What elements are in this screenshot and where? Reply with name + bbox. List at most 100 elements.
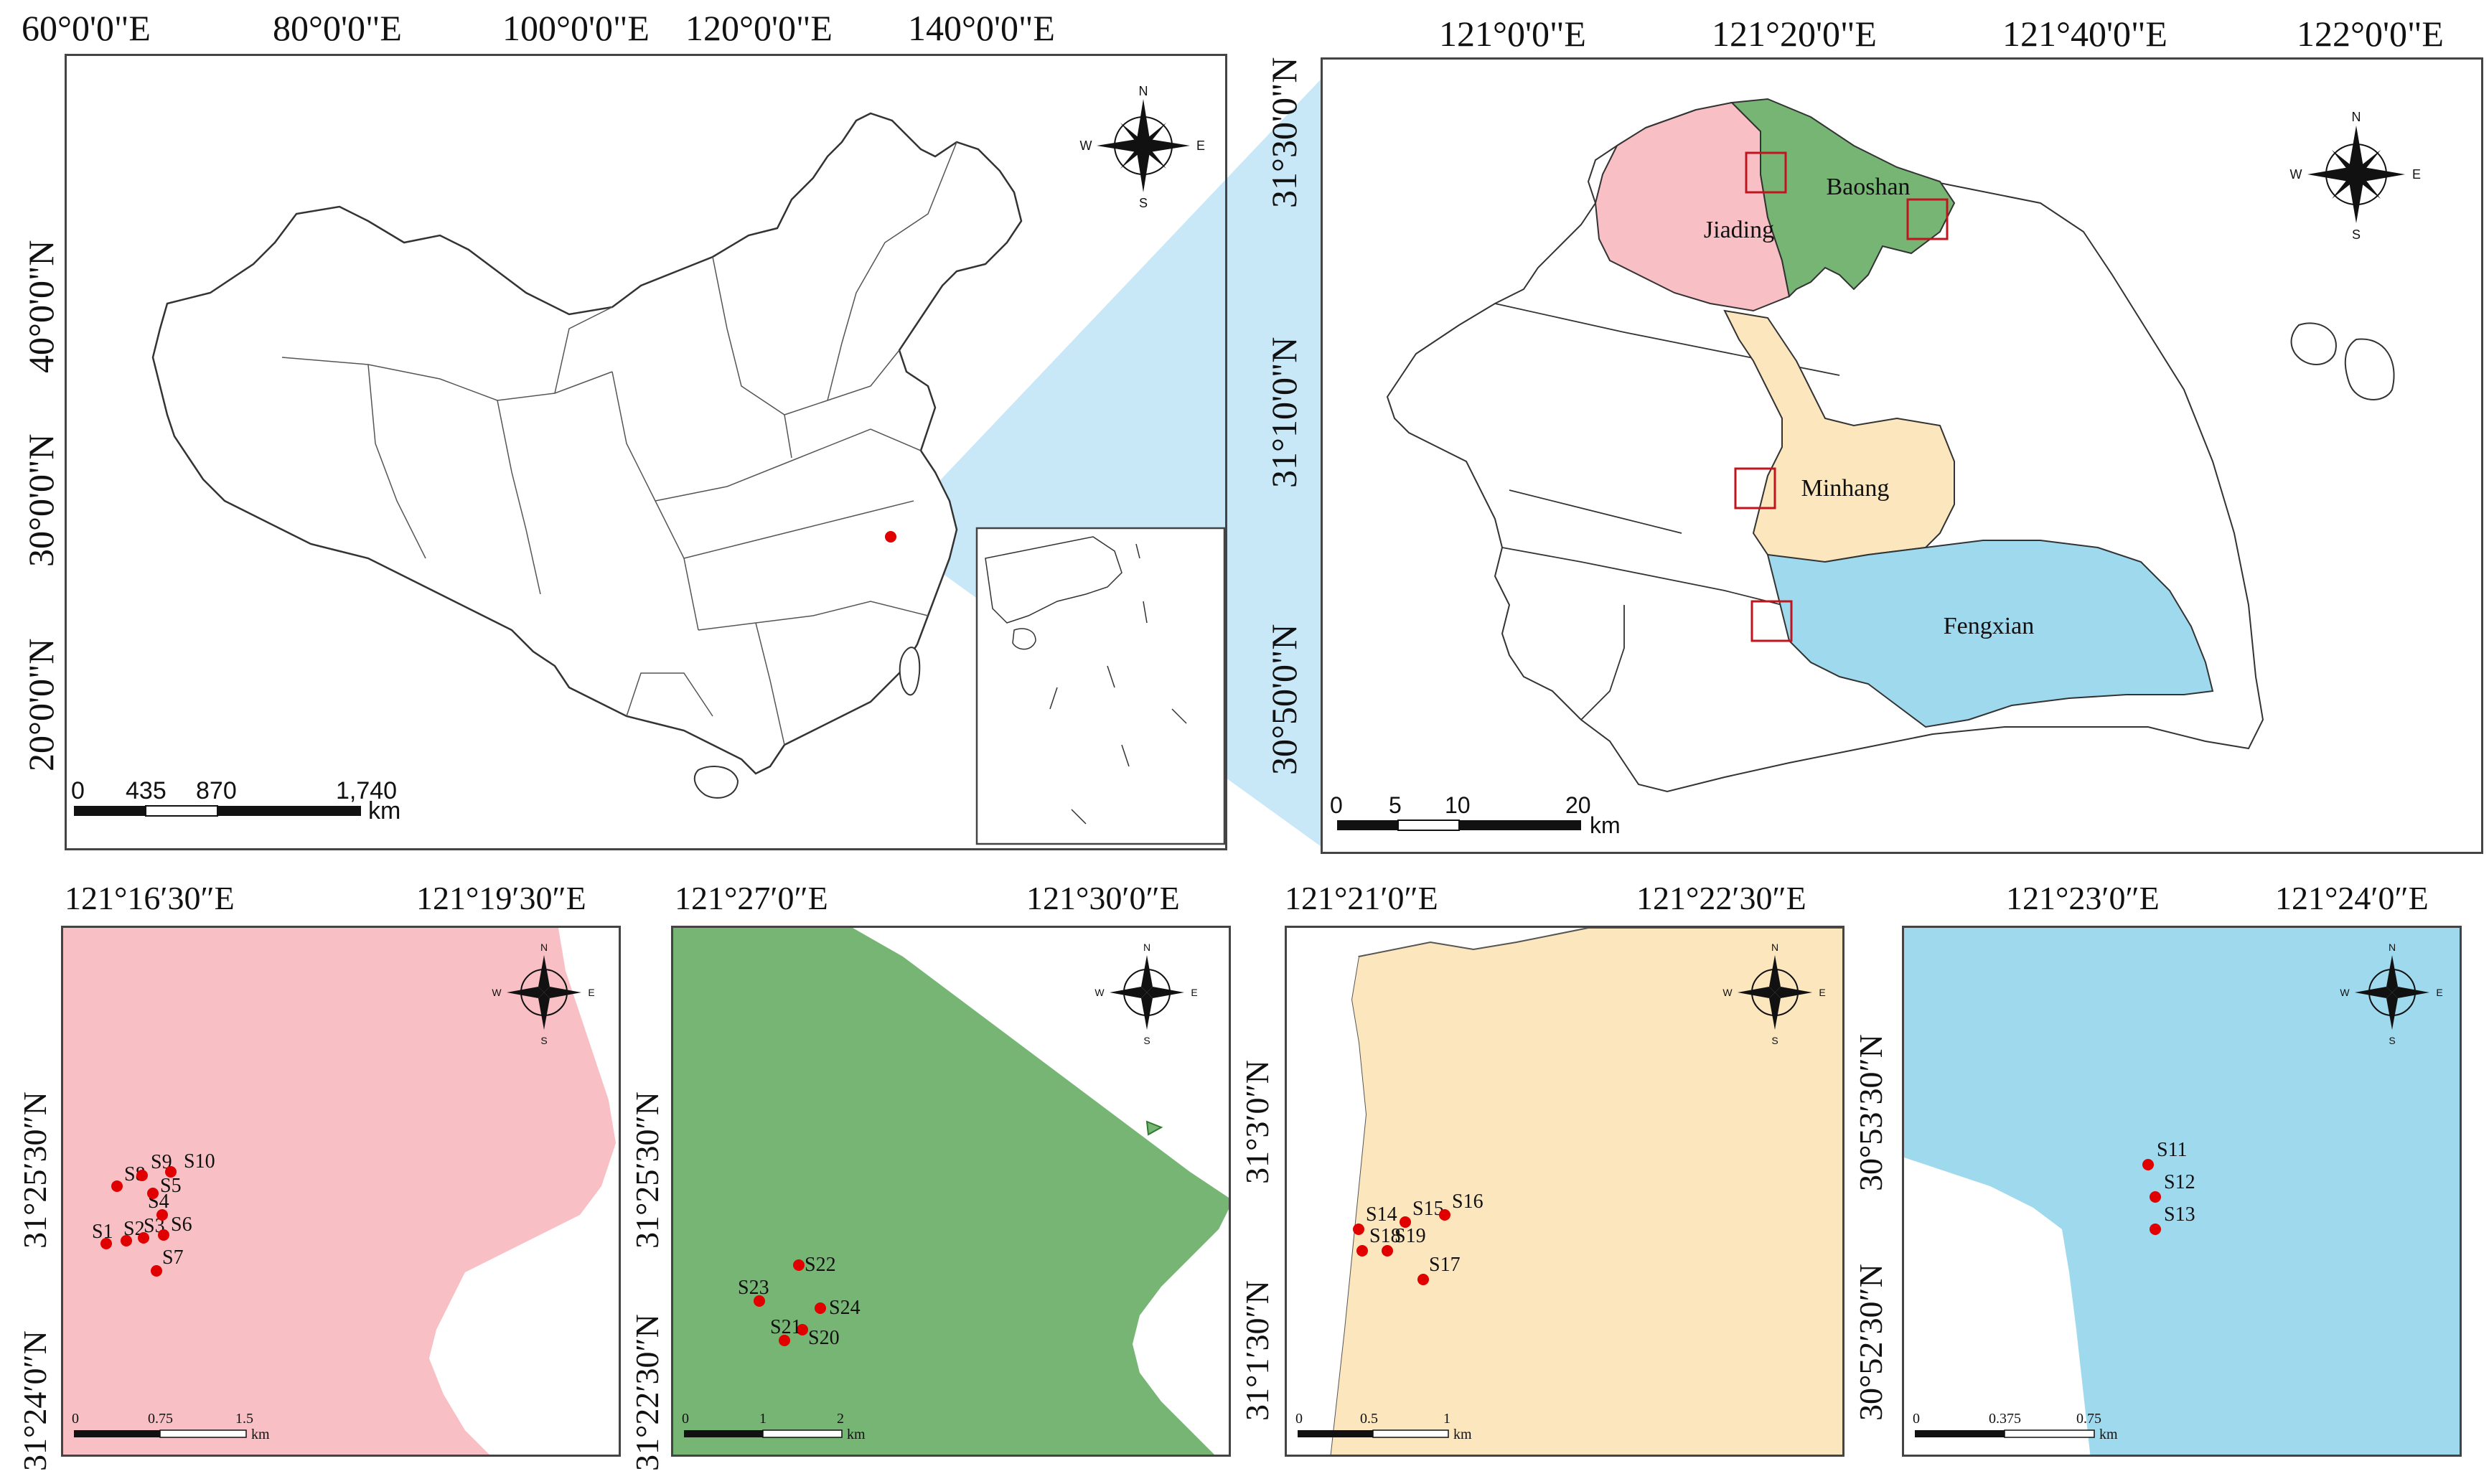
site-label-s24: S24 bbox=[829, 1297, 861, 1319]
d1-y-label-1: 31°24′0″N bbox=[17, 1330, 53, 1471]
svg-text:S: S bbox=[2352, 227, 2361, 242]
d3-y-label-1: 31°1′30″N bbox=[1239, 1280, 1275, 1421]
sh-y-label-0: 31°30'0"N bbox=[1264, 57, 1304, 208]
sites-fengxian: S11 S12 S13 bbox=[2142, 1139, 2195, 1235]
svg-text:435: 435 bbox=[126, 777, 167, 804]
site-marker-s1 bbox=[100, 1238, 112, 1249]
svg-text:0: 0 bbox=[72, 1411, 79, 1427]
svg-text:20: 20 bbox=[1565, 792, 1591, 818]
site-marker-s11 bbox=[2142, 1159, 2154, 1170]
site-marker-s22 bbox=[793, 1259, 805, 1271]
district-baoshan bbox=[1730, 98, 1956, 299]
svg-text:km: km bbox=[368, 797, 400, 825]
svg-text:E: E bbox=[2436, 987, 2442, 998]
svg-text:W: W bbox=[492, 987, 502, 998]
svg-text:N: N bbox=[540, 941, 548, 953]
site-label-s18: S18 bbox=[1369, 1225, 1401, 1247]
svg-text:S: S bbox=[1771, 1035, 1778, 1046]
svg-text:E: E bbox=[1819, 987, 1825, 998]
d4-y-label-0: 30°53′30″N bbox=[1852, 1034, 1889, 1191]
site-label-s6: S6 bbox=[171, 1213, 192, 1236]
china-x-label-2: 100°0'0"E bbox=[502, 8, 650, 48]
svg-text:E: E bbox=[1196, 138, 1205, 153]
d1-x-label-1: 121°19′30″E bbox=[416, 880, 586, 916]
district-fengxian bbox=[1766, 540, 2214, 728]
d4-y-label-1: 30°52′30″N bbox=[1852, 1264, 1889, 1421]
d2-y-label-0: 31°25′30″N bbox=[629, 1091, 665, 1249]
svg-text:S: S bbox=[540, 1035, 547, 1046]
shanghai-map-panel: Jiading Baoshan Minhang Fengxian N S E W… bbox=[1321, 57, 2483, 854]
d3-x-label-0: 121°21′0″E bbox=[1285, 880, 1438, 916]
site-label-s15: S15 bbox=[1412, 1198, 1444, 1220]
detail-panel-minhang: N S E W S14 S15 S16 S17 S18 S19 0 0.5 1 km bbox=[1285, 926, 1845, 1457]
baoshan-area bbox=[673, 928, 1229, 1455]
china-x-label-3: 120°0'0"E bbox=[685, 8, 833, 48]
svg-text:E: E bbox=[1191, 987, 1197, 998]
site-marker-s5 bbox=[147, 1188, 159, 1199]
site-marker-s7 bbox=[151, 1265, 162, 1277]
site-marker-s13 bbox=[2150, 1224, 2161, 1235]
svg-text:0.5: 0.5 bbox=[1360, 1411, 1378, 1427]
svg-text:0.375: 0.375 bbox=[1989, 1411, 2021, 1427]
svg-text:0.75: 0.75 bbox=[148, 1411, 173, 1427]
site-marker-s16 bbox=[1439, 1209, 1450, 1221]
svg-text:E: E bbox=[588, 987, 594, 998]
china-x-label-1: 80°0'0"E bbox=[273, 8, 402, 48]
d2-x-label-1: 121°30′0″E bbox=[1026, 880, 1180, 916]
province-lines bbox=[281, 141, 957, 746]
svg-text:1: 1 bbox=[1443, 1411, 1450, 1427]
d2-y-label-1: 31°22′30″N bbox=[629, 1314, 665, 1471]
site-label-s12: S12 bbox=[2164, 1171, 2195, 1193]
sh-x-label-0: 121°0'0"E bbox=[1439, 14, 1586, 54]
scale-bar-d4: 0 0.375 0.75 km bbox=[1913, 1411, 2118, 1442]
site-marker-s19 bbox=[1382, 1245, 1393, 1257]
d1-x-label-0: 121°16′30″E bbox=[65, 880, 235, 916]
detail-panel-fengxian: N S E W S11 S12 S13 0 0.375 0.75 km bbox=[1902, 926, 2462, 1457]
svg-text:0: 0 bbox=[1295, 1411, 1303, 1427]
taiwan-island bbox=[899, 647, 921, 696]
svg-text:km: km bbox=[847, 1427, 866, 1442]
site-label-s17: S17 bbox=[1429, 1254, 1461, 1276]
site-label-s1: S1 bbox=[92, 1221, 113, 1243]
site-marker-s15 bbox=[1400, 1216, 1411, 1228]
svg-text:W: W bbox=[1094, 987, 1105, 998]
jiading-area bbox=[63, 928, 616, 1455]
site-marker-s10 bbox=[165, 1166, 177, 1178]
svg-text:W: W bbox=[2340, 987, 2350, 998]
scale-bar-d3: 0 0.5 1 km bbox=[1295, 1411, 1472, 1442]
site-marker-s23 bbox=[754, 1295, 765, 1307]
svg-text:1.5: 1.5 bbox=[235, 1411, 253, 1427]
shanghai-marker bbox=[885, 531, 896, 543]
svg-text:0: 0 bbox=[1913, 1411, 1920, 1427]
svg-text:0.75: 0.75 bbox=[2076, 1411, 2101, 1427]
d3-y-label-0: 31°3′0″N bbox=[1239, 1060, 1275, 1184]
svg-text:870: 870 bbox=[196, 777, 237, 804]
site-label-s7: S7 bbox=[162, 1246, 184, 1269]
svg-text:S: S bbox=[1143, 1035, 1150, 1046]
site-marker-s4 bbox=[156, 1209, 168, 1221]
site-marker-s24 bbox=[815, 1302, 826, 1314]
china-map-svg: N S E W 0 435 870 1,740 km bbox=[71, 84, 1225, 845]
scale-bar-d1: 0 0.75 1.5 km bbox=[72, 1411, 270, 1442]
china-x-label-4: 140°0'0"E bbox=[908, 8, 1055, 48]
site-label-s20: S20 bbox=[808, 1327, 840, 1349]
sh-y-label-2: 30°50'0"N bbox=[1264, 624, 1304, 775]
svg-text:0: 0 bbox=[71, 777, 85, 804]
site-label-s11: S11 bbox=[2157, 1139, 2188, 1161]
svg-text:1: 1 bbox=[759, 1411, 767, 1427]
fengxian-area bbox=[1904, 928, 2460, 1455]
site-marker-s6 bbox=[158, 1229, 169, 1241]
d1-y-label-0: 31°25′30″N bbox=[17, 1091, 53, 1249]
d4-x-label-0: 121°23′0″E bbox=[2006, 880, 2160, 916]
svg-text:km: km bbox=[251, 1427, 270, 1442]
china-y-label-1: 30°0'0"N bbox=[21, 433, 61, 567]
svg-text:S: S bbox=[2389, 1035, 2395, 1046]
scale-bar-d2: 0 1 2 km bbox=[682, 1411, 866, 1442]
svg-text:10: 10 bbox=[1445, 792, 1471, 818]
site-marker-s2 bbox=[121, 1235, 132, 1246]
svg-text:N: N bbox=[1143, 941, 1150, 953]
minhang-area bbox=[1329, 928, 1842, 1455]
site-label-s5: S5 bbox=[160, 1175, 182, 1197]
site-marker-s8 bbox=[111, 1180, 123, 1192]
svg-text:W: W bbox=[2290, 167, 2302, 182]
